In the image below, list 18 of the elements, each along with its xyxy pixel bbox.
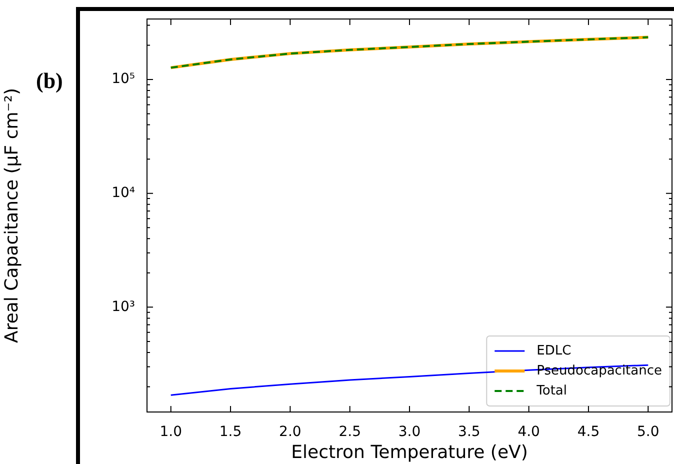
y-tick-label: 10⁴ — [112, 184, 136, 201]
x-tick-label: 4.5 — [577, 424, 600, 440]
legend-label: Total — [536, 383, 568, 398]
x-tick-label: 5.0 — [637, 424, 660, 440]
x-tick-label: 3.5 — [458, 424, 480, 440]
x-tick-label: 3.0 — [398, 424, 421, 440]
text: (b) — [36, 68, 63, 94]
y-tick-label: 10⁵ — [112, 71, 135, 88]
legend-label: EDLC — [536, 343, 572, 358]
x-tick-label: 4.0 — [518, 424, 540, 440]
y-axis-title: Areal Capacitance (μF cm⁻²) — [1, 88, 22, 344]
legend-label: Pseudocapacitance — [536, 363, 662, 378]
x-tick-label: 2.0 — [279, 424, 302, 440]
x-tick-label: 2.5 — [338, 424, 361, 440]
x-tick-label: 1.5 — [219, 424, 242, 440]
x-tick-label: 1.0 — [160, 424, 182, 440]
x-axis-title: Electron Temperature (eV) — [291, 442, 528, 463]
y-tick-label: 10³ — [112, 298, 135, 315]
